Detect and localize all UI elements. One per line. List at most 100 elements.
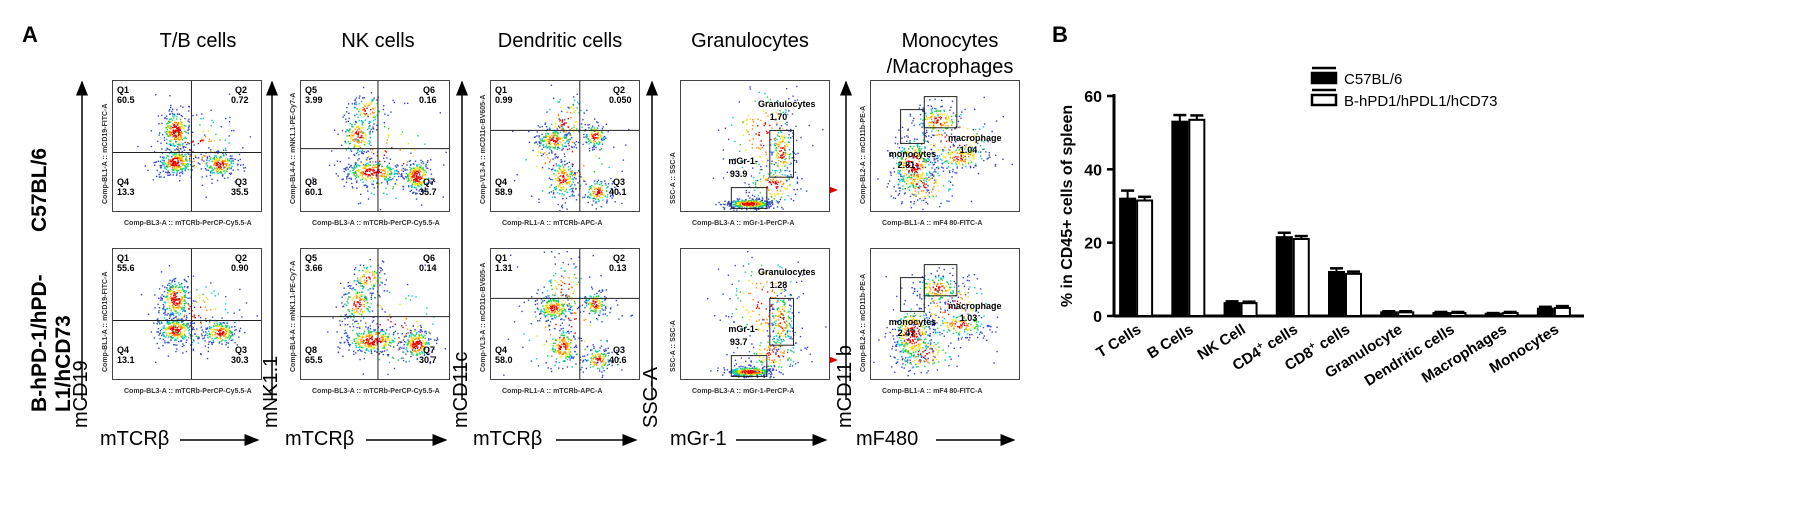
xlabel-mono: mF480 — [856, 428, 919, 450]
quadrant-name: Q3 — [613, 177, 626, 187]
quadrant-name: Q2 — [613, 85, 626, 95]
quadrant-value: 58.9 — [495, 187, 513, 197]
bar-bh-6 — [1449, 312, 1467, 318]
quadrant-name: Q5 — [305, 253, 318, 263]
quadrant-name: Q1 — [117, 85, 130, 95]
quadrant-name: Q2 — [235, 85, 248, 95]
quadrant-value: 55.6 — [117, 263, 135, 273]
plot-x-axis-title: Comp-BL3-A :: mTCRb-PerCP-Cy5.5-A — [124, 388, 252, 395]
gate-value: 93.9 — [729, 169, 748, 180]
column-title-mono-line1: Monocytes — [901, 30, 999, 52]
flow-plot-dots — [491, 249, 639, 379]
quadrant-value: 3.99 — [305, 95, 323, 105]
quadrant-value: 65.5 — [305, 355, 323, 365]
gate-value: 93.7 — [729, 337, 748, 348]
quadrant-value: 13.1 — [117, 355, 135, 365]
quadrant-value: 35.5 — [231, 187, 249, 197]
x-tick-label: B Cells — [1144, 321, 1196, 362]
quadrant-value: 60.5 — [117, 95, 135, 105]
flow-plot-dc-row2: Q1 1.31 Q2 0.13 Q4 58.0 Q3 40.6 — [490, 248, 640, 380]
flow-plot-mono-row1: monocytes 2.81 macrophage 1.04 — [870, 80, 1020, 212]
xlabel-gran: mGr-1 — [670, 428, 727, 450]
bar-chart: 0 20 40 60 % in CD45+ cells of spleen T Cells… — [1059, 66, 1584, 390]
bar-bh-7 — [1501, 312, 1519, 318]
plot-y-axis-title: Comp-VL3-A :: mCD11c-BV605-A — [480, 94, 487, 204]
gate-name: Granulocytes — [757, 99, 816, 110]
gate-value: 1.04 — [959, 144, 978, 155]
quadrant-value: 0.72 — [231, 95, 249, 105]
panel-letter-b: B — [1052, 22, 1068, 47]
quadrant-value: 30.3 — [231, 355, 249, 365]
y-axis-label: % in CD45+ cells of spleen — [1059, 105, 1076, 307]
flow-plot-tb-row2: Q1 55.6 Q2 0.90 Q4 13.1 Q3 30.3 — [112, 248, 262, 380]
quadrant-value: 13.3 — [117, 187, 135, 197]
xlabel-dc: mTCRβ — [473, 428, 543, 450]
quadrant-value: 60.1 — [305, 187, 323, 197]
gate-name: monocytes — [888, 316, 937, 327]
ylabel-dc: mCD11c — [450, 351, 472, 428]
quadrant-value: 3.66 — [305, 263, 323, 273]
gate-name: macrophage — [947, 301, 1002, 311]
bar-c57-1 — [1171, 120, 1189, 317]
gate-name: mGr-1- — [728, 324, 758, 335]
bar-bh-2 — [1240, 302, 1258, 317]
quadrant-value: 58.0 — [495, 355, 513, 365]
plot-x-axis-title: Comp-BL3-A :: mTCRb-PerCP-Cy5.5-A — [124, 220, 252, 227]
plot-x-axis-title: Comp-BL3-A :: mGr-1-PerCP-A — [692, 388, 795, 395]
flow-plot-dots — [873, 264, 999, 377]
quadrant-name: Q3 — [235, 345, 248, 355]
panel-letter-a: A — [22, 22, 38, 47]
quadrant-name: Q6 — [423, 85, 436, 95]
bar-bh-0 — [1136, 199, 1154, 317]
plot-y-axis-title: SSC-A :: SSC-A — [670, 152, 677, 204]
flow-plot-dots — [301, 249, 449, 379]
quadrant-name: Q1 — [495, 253, 508, 263]
flow-plot-dots — [707, 251, 827, 379]
gate-name: macrophage — [947, 133, 1002, 143]
bar-c57-4 — [1328, 271, 1345, 317]
plot-x-axis-title: Comp-BL3-A :: mTCRb-PerCP-Cy5.5-A — [312, 220, 440, 227]
bar-bh-3 — [1292, 238, 1310, 317]
flow-plot-tb-row1: Q1 60.5 Q2 0.72 Q4 13.3 Q3 35.5 — [112, 80, 262, 212]
quadrant-value: 40.1 — [609, 187, 627, 197]
quadrant-value: 0.050 — [609, 95, 632, 105]
y-tick-label: 40 — [1084, 162, 1102, 179]
quadrant-name: Q3 — [235, 177, 248, 187]
ylabel-tb: mCD19 — [70, 360, 92, 428]
quadrant-value: 0.13 — [609, 263, 627, 273]
flow-plot-gran-row2: Granulocytes 1.28 mGr-1- 93.7 — [680, 248, 830, 380]
legend-label-1: B-hPD1/hPDL1/hCD73 — [1344, 93, 1497, 110]
bar-bh-8 — [1553, 306, 1571, 317]
gate-value: 1.03 — [959, 312, 978, 323]
column-title-gran: Granulocytes — [691, 30, 809, 52]
y-tick-label: 20 — [1084, 236, 1102, 253]
quadrant-name: Q7 — [423, 177, 436, 187]
gate-value: 2.47 — [897, 328, 916, 339]
bar-c57-8 — [1536, 307, 1554, 317]
bar-bh-5 — [1397, 311, 1415, 318]
quadrant-value: 1.31 — [495, 263, 513, 273]
quadrant-name: Q5 — [305, 85, 318, 95]
gate-value: 1.28 — [769, 280, 788, 291]
flow-plot-nk-row1: Q5 3.99 Q6 0.16 Q8 60.1 Q7 35.7 — [300, 80, 450, 212]
plot-x-axis-title: Comp-RL1-A :: mTCRb-APC-A — [502, 220, 603, 227]
plot-x-axis-title: Comp-RL1-A :: mTCRb-APC-A — [502, 388, 603, 395]
gate-name: mGr-1- — [728, 156, 758, 167]
bar-c57-2 — [1223, 302, 1241, 317]
legend-label-0: C57BL/6 — [1344, 71, 1402, 88]
quadrant-name: Q8 — [305, 177, 318, 187]
bar-bh-4 — [1345, 272, 1362, 318]
quadrant-value: 35.7 — [419, 187, 437, 197]
quadrant-value: 0.16 — [419, 95, 437, 105]
y-tick-label: 0 — [1093, 309, 1102, 326]
flow-plot-dots — [113, 249, 261, 379]
plot-y-axis-title: SSC-A :: SSC-A — [670, 320, 677, 372]
plot-y-axis-title: Comp-BL1-A :: mCD19-FITC-A — [102, 103, 109, 204]
y-tick-label: 60 — [1084, 89, 1102, 106]
plot-y-axis-title: Comp-VL3-A :: mCD11c-BV605-A — [480, 262, 487, 372]
bar-bh-1 — [1188, 118, 1206, 318]
gate-value: 1.70 — [769, 112, 788, 123]
flow-plot-dots — [877, 96, 1013, 211]
quadrant-name: Q2 — [235, 253, 248, 263]
plot-x-axis-title: Comp-BL1-A :: mF4 80-FITC-A — [882, 388, 983, 395]
